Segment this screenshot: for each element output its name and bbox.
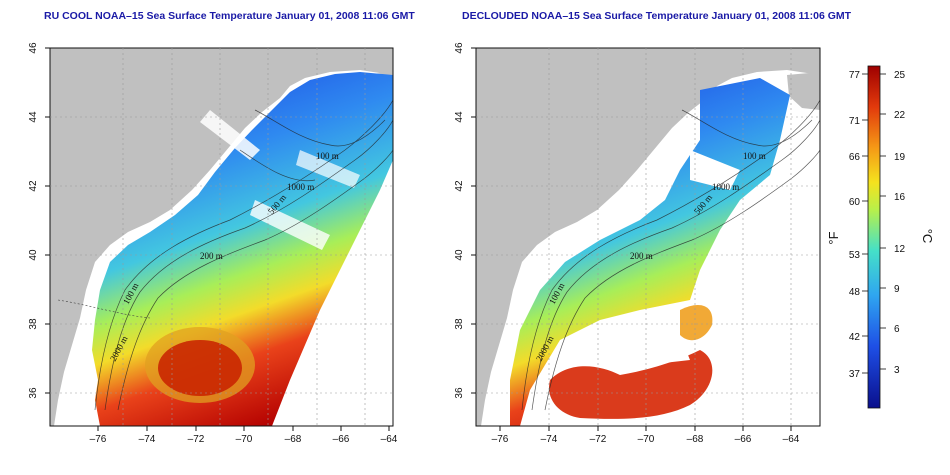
celsius-tick: 6 <box>894 324 900 335</box>
y-tick-label: 46 <box>454 42 465 54</box>
y-tick-label: 40 <box>454 249 465 261</box>
left-contour-label: 1000 m <box>287 182 314 192</box>
celsius-label: °C <box>920 229 935 244</box>
right-x-axis: –76 –74 –72 –70 –68 –66 –64 <box>492 434 800 445</box>
fahrenheit-tick: 37 <box>849 369 861 380</box>
y-tick-label: 46 <box>28 42 39 54</box>
y-tick-label: 38 <box>28 318 39 330</box>
y-tick-label: 36 <box>454 387 465 399</box>
x-tick-label: –72 <box>188 434 205 445</box>
fahrenheit-tick: 48 <box>849 287 861 298</box>
left-map-frame <box>49 47 394 427</box>
fahrenheit-tick: 60 <box>849 197 861 208</box>
fahrenheit-tick: 42 <box>849 332 861 343</box>
right-land <box>476 48 820 426</box>
right-map-frame <box>475 47 821 427</box>
x-tick-label: –70 <box>638 434 655 445</box>
left-grid <box>50 48 393 426</box>
x-tick-label: –76 <box>90 434 107 445</box>
celsius-tick: 19 <box>894 152 906 163</box>
fahrenheit-tick: 66 <box>849 152 861 163</box>
fahrenheit-label: °F <box>826 231 841 244</box>
celsius-tick: 3 <box>894 365 900 376</box>
x-tick-label: –76 <box>492 434 509 445</box>
x-tick-label: –74 <box>139 434 156 445</box>
temperature-colorbar: 77 71 66 60 53 48 42 37 25 22 19 16 12 9… <box>826 65 935 409</box>
left-contour-label: 200 m <box>200 251 223 261</box>
right-grid <box>476 48 820 426</box>
y-tick-label: 44 <box>454 111 465 123</box>
x-tick-label: –64 <box>381 434 398 445</box>
celsius-tick: 9 <box>894 284 900 295</box>
colorbar-gradient <box>867 65 881 409</box>
celsius-tick: 16 <box>894 192 906 203</box>
x-tick-label: –72 <box>590 434 607 445</box>
y-tick-label: 36 <box>28 387 39 399</box>
right-contour-label: 200 m <box>630 251 653 261</box>
left-land <box>50 48 393 426</box>
x-tick-label: –64 <box>783 434 800 445</box>
right-contour-label: 1000 m <box>712 182 739 192</box>
celsius-tick: 25 <box>894 70 906 81</box>
fahrenheit-tick: 71 <box>849 116 861 127</box>
y-tick-label: 42 <box>28 180 39 192</box>
fahrenheit-tick: 77 <box>849 70 861 81</box>
y-tick-label: 42 <box>454 180 465 192</box>
x-tick-label: –70 <box>236 434 253 445</box>
x-tick-label: –68 <box>285 434 302 445</box>
right-map-panel: 100 m 200 m 500 m 1000 m 2000 m 100 m –7… <box>454 42 821 445</box>
fahrenheit-tick: 53 <box>849 250 861 261</box>
y-tick-label: 38 <box>454 318 465 330</box>
right-y-axis: 46 44 42 40 38 36 <box>454 42 465 399</box>
x-tick-label: –66 <box>735 434 752 445</box>
right-contour-label: 100 m <box>743 151 766 161</box>
x-tick-label: –74 <box>541 434 558 445</box>
x-tick-label: –68 <box>687 434 704 445</box>
celsius-scale: 25 22 19 16 12 9 6 3 <box>894 70 906 376</box>
left-y-axis: 46 44 42 40 38 36 <box>28 42 39 399</box>
fahrenheit-scale: 77 71 66 60 53 48 42 37 <box>849 70 861 380</box>
right-map-title: DECLOUDED NOAA–15 Sea Surface Temperatur… <box>462 10 852 22</box>
left-map-panel: 100 m 200 m 500 m 1000 m 2000 m 100 m –7… <box>28 42 398 445</box>
left-map-title: RU COOL NOAA–15 Sea Surface Temperature … <box>44 10 415 22</box>
left-contour-label: 100 m <box>316 151 339 161</box>
y-tick-label: 44 <box>28 111 39 123</box>
right-bathymetry-contours <box>521 99 820 411</box>
celsius-tick: 22 <box>894 110 906 121</box>
x-tick-label: –66 <box>333 434 350 445</box>
y-tick-label: 40 <box>28 249 39 261</box>
left-x-axis: –76 –74 –72 –70 –68 –66 –64 <box>90 434 398 445</box>
left-bathymetry-contours <box>94 99 393 411</box>
celsius-tick: 12 <box>894 244 906 255</box>
